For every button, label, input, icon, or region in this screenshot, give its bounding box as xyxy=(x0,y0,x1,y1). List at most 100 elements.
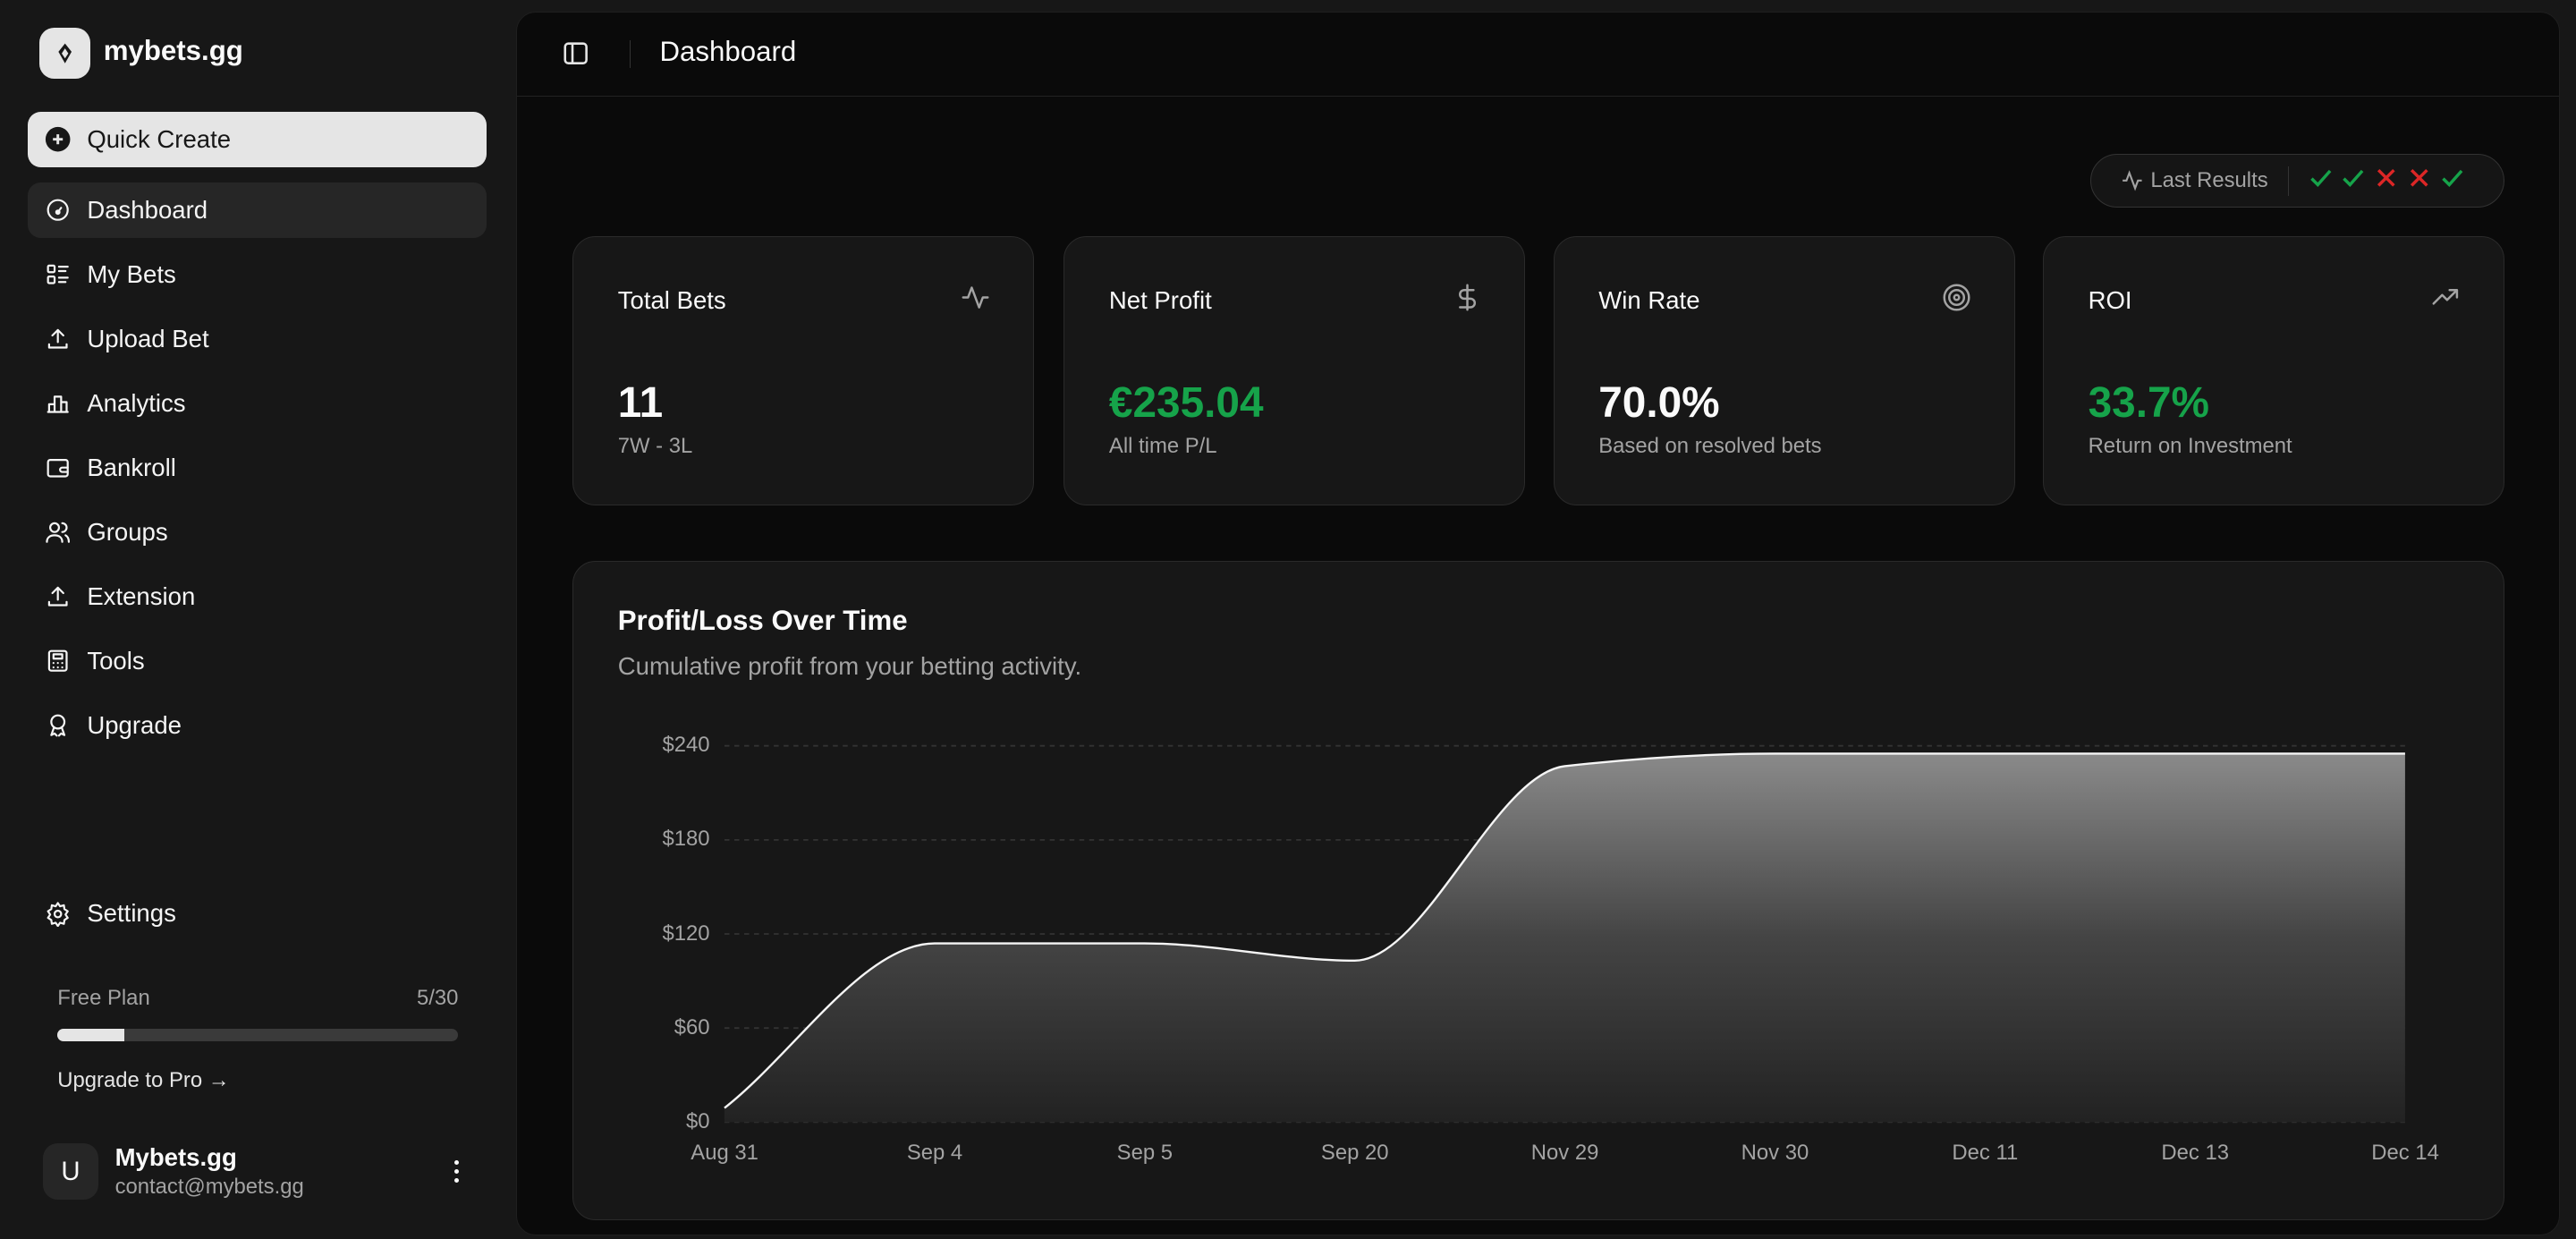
card-value: 70.0% xyxy=(1598,378,1720,427)
chart-subtitle: Cumulative profit from your betting acti… xyxy=(617,652,1082,681)
card-subtitle: Based on resolved bets xyxy=(1598,434,1822,459)
wallet-icon xyxy=(47,459,69,478)
check-icon xyxy=(2440,165,2465,197)
x-tick-label: Sep 5 xyxy=(1116,1140,1174,1165)
brand-name: mybets.gg xyxy=(103,34,243,66)
sidebar-item-extension[interactable]: Extension xyxy=(28,569,486,624)
activity-icon xyxy=(2123,170,2142,191)
gauge-icon xyxy=(47,199,69,222)
plan-usage-bar xyxy=(57,1028,459,1042)
quick-create-label: Quick Create xyxy=(87,125,232,154)
sidebar-item-label: Dashboard xyxy=(87,196,208,225)
last-results: Last Results xyxy=(2090,153,2505,208)
main-panel: Dashboard Last Results Total Bets 11 7W … xyxy=(515,11,2560,1236)
sidebar-item-label: Tools xyxy=(87,647,145,675)
card-value: 33.7% xyxy=(2088,378,2209,427)
sidebar-item-dashboard[interactable]: Dashboard xyxy=(28,182,487,239)
plan-label: Free Plan xyxy=(57,986,150,1011)
area-fill xyxy=(724,753,2406,1123)
x-tick-label: Sep 4 xyxy=(906,1140,963,1165)
sidebar-item-label: Bankroll xyxy=(87,454,176,482)
list-icon xyxy=(47,265,69,284)
card-title: ROI xyxy=(2088,285,2132,314)
plan-count: 5/30 xyxy=(416,986,459,1011)
trending-up-icon xyxy=(2432,289,2459,305)
stat-card-net-profit: Net Profit €235.04 All time P/L xyxy=(1063,235,1526,505)
card-value: €235.04 xyxy=(1108,378,1264,427)
check-icon xyxy=(2309,165,2334,197)
x-tick-label: Sep 20 xyxy=(1320,1140,1389,1165)
card-subtitle: Return on Investment xyxy=(2088,434,2292,459)
sidebar-item-groups[interactable]: Groups xyxy=(28,505,486,560)
y-tick-label: $240 xyxy=(662,733,710,758)
header-divider xyxy=(630,40,631,69)
y-tick-label: $120 xyxy=(662,921,710,946)
gear-icon xyxy=(47,901,69,927)
chart-title: Profit/Loss Over Time xyxy=(617,605,908,637)
upload-icon xyxy=(47,329,68,349)
check-icon xyxy=(2341,165,2366,197)
user-name: Mybets.gg xyxy=(114,1143,237,1172)
sidebar-item-upload-bet[interactable]: Upload Bet xyxy=(28,311,486,367)
sidebar-item-label: My Bets xyxy=(87,260,176,289)
card-title: Net Profit xyxy=(1108,285,1212,314)
target-icon xyxy=(1943,284,1970,311)
sidebar-item-bankroll[interactable]: Bankroll xyxy=(28,440,486,496)
calculator-icon xyxy=(47,649,68,673)
quick-create-button[interactable]: Quick Create xyxy=(28,111,487,168)
sidebar-item-tools[interactable]: Tools xyxy=(28,633,486,689)
card-title: Win Rate xyxy=(1598,285,1700,314)
card-title: Total Bets xyxy=(617,285,726,314)
profit-loss-chart-card: Profit/Loss Over Time Cumulative profit … xyxy=(572,561,2505,1220)
x-tick-label: Dec 13 xyxy=(2161,1140,2229,1165)
card-subtitle: All time P/L xyxy=(1108,434,1217,459)
header: Dashboard xyxy=(516,13,2559,97)
user-email: contact@mybets.gg xyxy=(114,1175,304,1200)
x-tick-label: Nov 29 xyxy=(1530,1140,1599,1165)
x-tick-label: Dec 14 xyxy=(2371,1140,2439,1165)
stat-card-win-rate: Win Rate 70.0% Based on resolved bets xyxy=(1553,235,2015,505)
x-icon xyxy=(2407,165,2432,197)
profit-line xyxy=(724,752,2406,1109)
stat-card-total-bets: Total Bets 11 7W - 3L xyxy=(572,235,1035,505)
card-value: 11 xyxy=(617,378,664,427)
plus-circle-icon xyxy=(45,127,71,152)
sidebar-item-upgrade[interactable]: Upgrade xyxy=(28,698,486,753)
dollar-icon xyxy=(1458,284,1476,311)
avatar[interactable]: U xyxy=(42,1143,99,1200)
award-icon xyxy=(49,714,65,737)
sidebar-item-label: Groups xyxy=(87,518,168,547)
upgrade-to-pro-link[interactable]: Upgrade to Pro → xyxy=(57,1067,230,1092)
sidebar-item-label: Analytics xyxy=(87,389,186,418)
upload-icon xyxy=(47,587,68,607)
user-menu-icon[interactable] xyxy=(444,1157,470,1186)
logo[interactable] xyxy=(39,28,91,80)
bar-chart-icon xyxy=(47,395,69,413)
page-title: Dashboard xyxy=(659,35,797,67)
profit-loss-chart xyxy=(724,745,2406,1124)
plan-usage-fill xyxy=(57,1028,124,1042)
stat-card-roi: ROI 33.7% Return on Investment xyxy=(2043,235,2505,505)
sidebar-item-label: Upgrade xyxy=(87,711,182,740)
sidebar-item-my-bets[interactable]: My Bets xyxy=(28,247,486,302)
sidebar-toggle-icon[interactable] xyxy=(563,40,589,66)
x-tick-label: Dec 11 xyxy=(1952,1140,2019,1165)
card-subtitle: 7W - 3L xyxy=(617,434,693,459)
sidebar: mybets.gg Quick Create Dashboard My Bets U… xyxy=(0,0,514,1239)
y-tick-label: $180 xyxy=(662,827,710,852)
pill-divider xyxy=(2287,165,2289,196)
activity-icon xyxy=(962,286,990,309)
logo-icon xyxy=(58,43,72,64)
settings-label: Settings xyxy=(87,899,176,928)
sidebar-item-settings[interactable]: Settings xyxy=(28,886,486,941)
users-icon xyxy=(45,522,70,544)
last-results-label: Last Results xyxy=(2150,168,2268,193)
x-icon xyxy=(2374,165,2399,197)
sidebar-item-label: Extension xyxy=(87,582,196,611)
sidebar-item-analytics[interactable]: Analytics xyxy=(28,376,486,431)
y-tick-label: $60 xyxy=(674,1014,710,1040)
x-tick-label: Nov 30 xyxy=(1741,1140,1809,1165)
x-tick-label: Aug 31 xyxy=(691,1140,758,1165)
sidebar-item-label: Upload Bet xyxy=(87,325,209,353)
y-tick-label: $0 xyxy=(686,1108,710,1133)
